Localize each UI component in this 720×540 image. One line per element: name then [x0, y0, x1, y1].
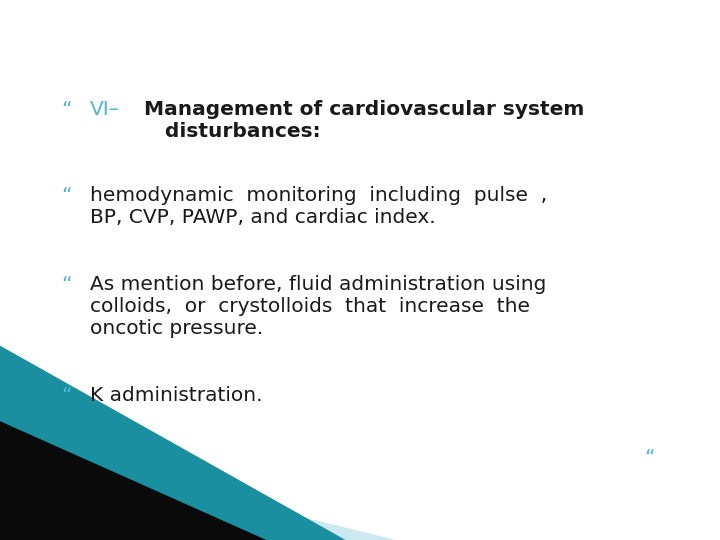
Text: “: “ [644, 448, 655, 467]
Text: “: “ [61, 186, 72, 205]
Text: K administration.: K administration. [90, 386, 263, 405]
Polygon shape [0, 443, 396, 540]
Text: “: “ [61, 100, 72, 119]
Text: Management of cardiovascular system
     disturbances:: Management of cardiovascular system dist… [130, 100, 584, 141]
Text: hemodynamic  monitoring  including  pulse  ,
BP, CVP, PAWP, and cardiac index.: hemodynamic monitoring including pulse ,… [90, 186, 547, 227]
Text: “: “ [61, 386, 72, 405]
Polygon shape [0, 421, 266, 540]
Polygon shape [0, 346, 346, 540]
Text: VI–: VI– [90, 100, 120, 119]
Text: “: “ [61, 275, 72, 294]
Text: As mention before, fluid administration using
colloids,  or  crystolloids  that : As mention before, fluid administration … [90, 275, 546, 339]
